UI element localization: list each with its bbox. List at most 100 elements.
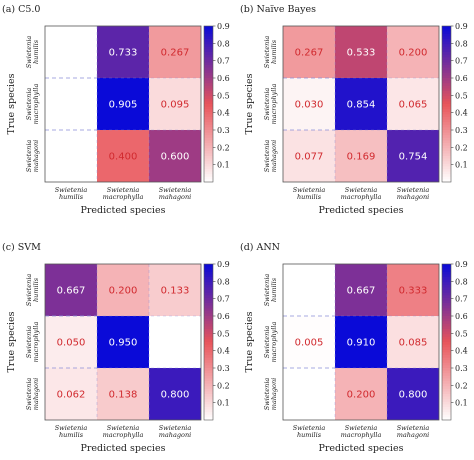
x-tick-label-line: mahagoni: [159, 193, 191, 201]
colorbar-segment: [204, 114, 213, 118]
heatmap-cell: [335, 264, 387, 316]
colorbar-segment: [204, 137, 213, 141]
colorbar-segment: [204, 266, 213, 270]
colorbar-segment: [442, 271, 451, 275]
heatmap-cell: [283, 316, 335, 368]
x-tick-label-line: macrophylla: [341, 193, 382, 201]
colorbar-segment: [204, 313, 213, 317]
colorbar-segment: [442, 57, 451, 61]
colorbar-segment: [204, 326, 213, 330]
colorbar-segment: [204, 417, 213, 421]
colorbar-segment: [204, 75, 213, 79]
heatmap-cell: [97, 130, 149, 182]
heatmap-cell: [149, 130, 201, 182]
x-tick-label-line: Swietenia: [293, 186, 326, 194]
colorbar-segment: [204, 85, 213, 89]
colorbar-tick-label: 0.9: [217, 22, 230, 31]
colorbar-segment: [204, 279, 213, 283]
heatmap-cell: [335, 78, 387, 130]
colorbar-segment: [442, 62, 451, 66]
x-tick-label-line: humilis: [59, 193, 84, 201]
colorbar-segment: [442, 326, 451, 330]
y-tick-label-line: Swietenia: [263, 274, 271, 307]
y-tick-label-line: Swietenia: [25, 140, 33, 173]
cell-value-label: 0.754: [399, 152, 428, 163]
colorbar-tick-label: 0.9: [455, 260, 468, 269]
x-tick-label: Swietenia humilis: [293, 186, 326, 201]
colorbar-segment: [204, 349, 213, 353]
colorbar-segment: [204, 300, 213, 304]
colorbar-segment: [204, 310, 213, 314]
chart-panel-1: (a) C5.0 0.733 0.267 0.905 0.095 0.400 0.600 Sw…: [2, 4, 230, 216]
colorbar-segment: [204, 407, 213, 410]
colorbar-segment: [442, 347, 451, 351]
colorbar-segment: [204, 119, 213, 123]
colorbar-tick-label: 0.1: [217, 399, 230, 408]
y-axis-label: True species: [244, 73, 255, 134]
colorbar-segment: [204, 140, 213, 144]
colorbar-segment: [442, 334, 451, 338]
cell-value-label: 0.733: [109, 48, 138, 59]
cell-value-label: 0.533: [347, 48, 376, 59]
cell-value-label: 0.005: [295, 338, 324, 349]
colorbar-segment: [204, 33, 213, 37]
colorbar-segment: [442, 28, 451, 32]
colorbar-segment: [442, 321, 451, 325]
colorbar-segment: [442, 46, 451, 50]
heatmap-cell: [97, 264, 149, 316]
y-tick-label-line: Swietenia: [25, 274, 33, 307]
x-tick-label-line: macrophylla: [341, 431, 382, 439]
colorbar-segment: [442, 117, 451, 120]
colorbar-frame: [203, 263, 214, 421]
heatmap-frame: [282, 25, 440, 183]
colorbar-segment: [442, 277, 451, 280]
y-tick-label: Swieteniahumilis: [263, 274, 278, 307]
colorbar-segment: [204, 169, 213, 172]
colorbar-segment: [442, 70, 451, 74]
cell-value-label: 0.950: [109, 338, 138, 349]
colorbar-segment: [442, 169, 451, 172]
colorbar-segment: [204, 117, 213, 120]
colorbar-segment: [204, 72, 213, 76]
heatmap-cell: [335, 130, 387, 182]
colorbar-tick-label: 0.5: [455, 91, 468, 100]
colorbar-segment: [442, 67, 451, 71]
colorbar-segment: [204, 176, 213, 180]
colorbar-segment: [442, 279, 451, 283]
colorbar-tick-label: 0.5: [217, 91, 230, 100]
colorbar-segment: [442, 417, 451, 421]
x-tick-label: Swietenia macrophylla: [103, 186, 144, 201]
colorbar-segment: [442, 127, 451, 131]
colorbar-segment: [204, 375, 213, 379]
colorbar-segment: [204, 321, 213, 325]
colorbar-segment: [204, 318, 213, 322]
colorbar-segment: [442, 49, 451, 53]
x-tick-label: Swietenia macrophylla: [103, 424, 144, 439]
heatmap-cell: [149, 264, 201, 316]
y-axis-label: True species: [244, 311, 255, 372]
colorbar-tick-label: 0.4: [455, 109, 468, 118]
cell-value-label: 0.062: [57, 390, 86, 401]
colorbar-tick-label: 0.7: [217, 57, 230, 66]
chart-panel-2: (b) Naïve Bayes 0.267 0.533 0.200 0.030 0.854…: [240, 4, 468, 216]
heatmap-cell: [283, 264, 335, 316]
colorbar-segment: [204, 104, 213, 107]
y-tick-label-line: Swietenia: [25, 36, 33, 69]
colorbar-segment: [442, 143, 451, 146]
colorbar-segment: [442, 287, 451, 291]
colorbar-segment: [204, 287, 213, 291]
heatmap-frame: [44, 263, 202, 421]
panel-title: (d) ANN: [240, 242, 280, 253]
colorbar-segment: [204, 171, 213, 175]
heatmap-cell: [387, 78, 439, 130]
colorbar-segment: [204, 269, 213, 273]
colorbar-segment: [442, 310, 451, 314]
colorbar-segment: [204, 62, 213, 66]
cell-value-label: 0.905: [109, 100, 138, 111]
x-tick-label: Swietenia humilis: [55, 186, 88, 201]
colorbar-segment: [442, 295, 451, 299]
colorbar-frame: [203, 25, 214, 183]
x-tick-label-line: humilis: [297, 431, 322, 439]
colorbar-tick-label: 0.3: [217, 126, 230, 135]
